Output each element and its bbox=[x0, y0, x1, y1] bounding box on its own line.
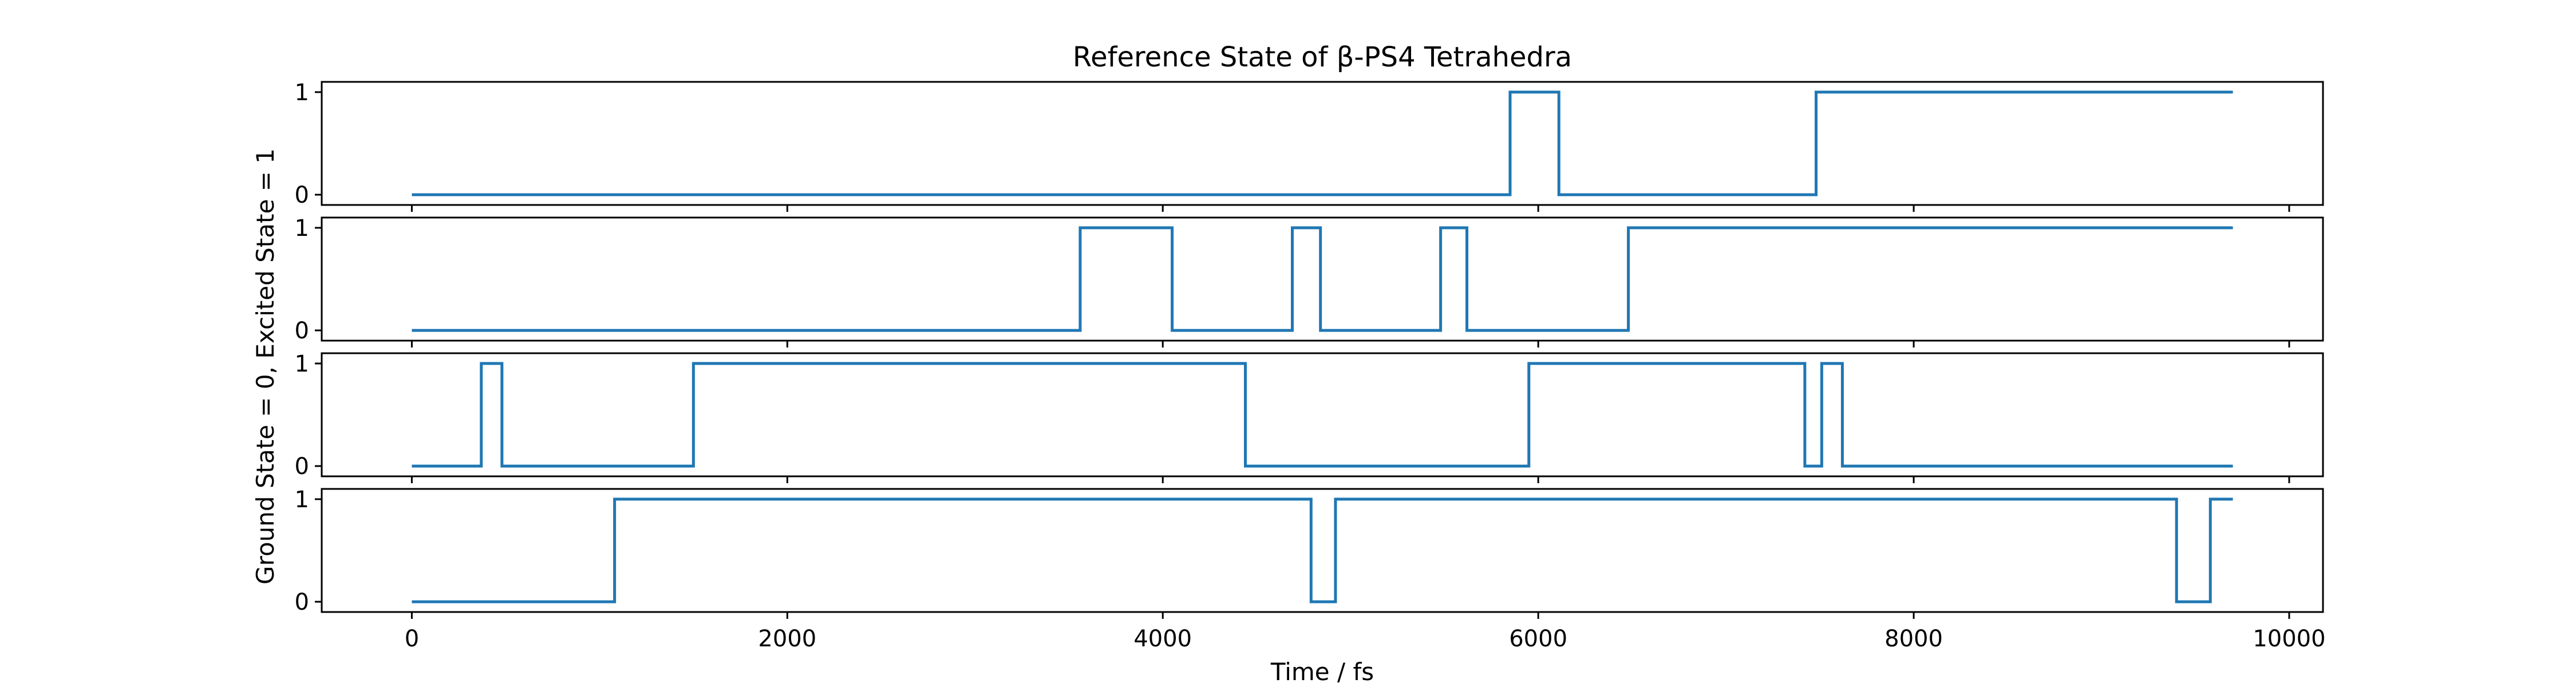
panel-1: 01 bbox=[295, 80, 2324, 212]
panel-4-state-line bbox=[412, 498, 2233, 603]
panel-3-frame bbox=[321, 352, 2324, 477]
x-tick-label: 6000 bbox=[1509, 626, 1567, 652]
panel-3-y-tick-label: 0 bbox=[295, 453, 309, 480]
panel-4: 0 1 0 2000 4000 6000 8000 10000 bbox=[295, 487, 2326, 652]
panel-3: 01 bbox=[295, 351, 2324, 483]
panel-1-state-line bbox=[412, 90, 2233, 196]
x-tick-label: 4000 bbox=[1133, 626, 1192, 652]
panel-4-y-tick-label: 0 bbox=[295, 589, 309, 615]
chart-title: Reference State of β-PS4 Tetrahedra bbox=[1073, 41, 1572, 73]
panel-3-state-line bbox=[412, 362, 2233, 468]
x-axis-label: Time / fs bbox=[1270, 658, 1374, 686]
panel-1-y-tick-label: 0 bbox=[295, 182, 309, 208]
panel-4-frame bbox=[321, 488, 2324, 613]
x-tick-label: 0 bbox=[405, 626, 419, 652]
panel-3-y-tick-label: 1 bbox=[295, 351, 309, 377]
panel-2: 01 bbox=[295, 215, 2324, 348]
panel-2-state-line bbox=[412, 226, 2233, 332]
x-tick-label: 8000 bbox=[1884, 626, 1943, 652]
panel-1-frame bbox=[321, 81, 2324, 206]
panel-1-y-tick-label: 1 bbox=[295, 80, 309, 106]
x-tick-label: 10000 bbox=[2253, 626, 2325, 652]
panel-2-frame bbox=[321, 216, 2324, 342]
panel-2-y-tick-label: 0 bbox=[295, 318, 309, 344]
panel-4-y-tick-label: 1 bbox=[295, 487, 309, 513]
panel-2-y-tick-label: 1 bbox=[295, 215, 309, 242]
y-axis-label: Ground State = 0, Excited State = 1 bbox=[251, 148, 279, 585]
x-tick-label: 2000 bbox=[758, 626, 816, 652]
